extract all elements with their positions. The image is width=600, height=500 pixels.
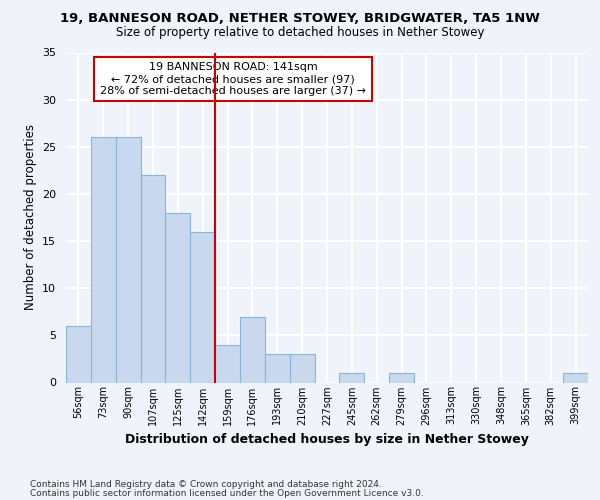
Bar xyxy=(140,175,166,382)
Bar xyxy=(190,232,215,382)
X-axis label: Distribution of detached houses by size in Nether Stowey: Distribution of detached houses by size … xyxy=(125,433,529,446)
Y-axis label: Number of detached properties: Number of detached properties xyxy=(23,124,37,310)
Bar xyxy=(290,354,314,382)
Bar xyxy=(240,316,265,382)
Bar xyxy=(563,373,588,382)
Text: Size of property relative to detached houses in Nether Stowey: Size of property relative to detached ho… xyxy=(116,26,484,39)
Text: Contains HM Land Registry data © Crown copyright and database right 2024.: Contains HM Land Registry data © Crown c… xyxy=(30,480,382,489)
Bar xyxy=(215,345,240,383)
Bar xyxy=(91,138,116,382)
Bar xyxy=(265,354,290,382)
Bar xyxy=(166,213,190,382)
Bar xyxy=(340,373,364,382)
Text: 19, BANNESON ROAD, NETHER STOWEY, BRIDGWATER, TA5 1NW: 19, BANNESON ROAD, NETHER STOWEY, BRIDGW… xyxy=(60,12,540,26)
Bar xyxy=(66,326,91,382)
Text: Contains public sector information licensed under the Open Government Licence v3: Contains public sector information licen… xyxy=(30,488,424,498)
Text: 19 BANNESON ROAD: 141sqm
← 72% of detached houses are smaller (97)
28% of semi-d: 19 BANNESON ROAD: 141sqm ← 72% of detach… xyxy=(100,62,366,96)
Bar xyxy=(116,138,140,382)
Bar xyxy=(389,373,414,382)
